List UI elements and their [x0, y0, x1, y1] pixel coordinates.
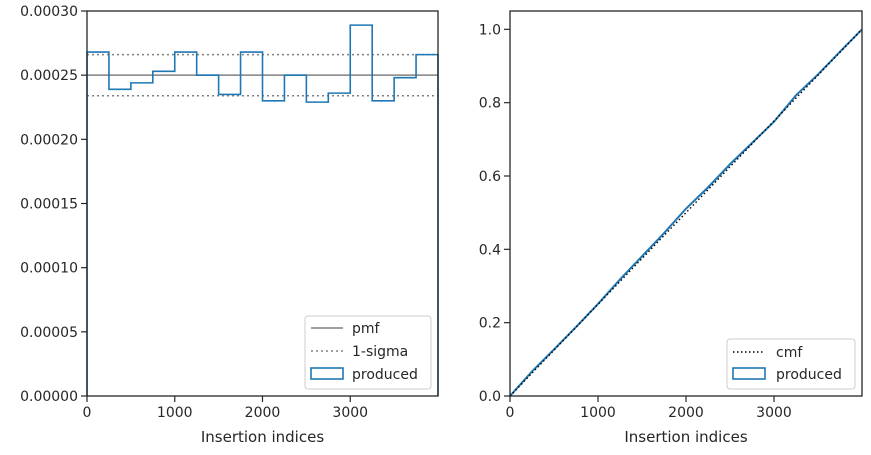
legend-produced-patch: [310, 367, 344, 380]
histogram-legend-box: [304, 315, 432, 390]
legend-1-sigma-label: 1-sigma: [352, 344, 408, 360]
cmf-line: [509, 28, 863, 397]
cumulative-x-ticks: 0 1000 2000 3000: [506, 396, 792, 421]
y-tick-label: 0.00020: [20, 132, 78, 148]
y-tick-label: 0.00010: [20, 261, 78, 277]
y-tick-label: 0.4: [479, 242, 501, 258]
cumulative-y-ticks: 0.0 0.2 0.4 0.6 0.8 1.0: [479, 22, 510, 405]
y-tick-label: 0.0: [479, 389, 501, 405]
histogram-panel: 0 1000 2000 3000 0.000000.000050.000100.000…: [20, 4, 439, 446]
y-tick-label: 0.00005: [20, 325, 78, 341]
x-tick-label: 0: [83, 405, 92, 421]
y-tick-label: 0.8: [479, 96, 501, 112]
produced-bin: [175, 52, 197, 396]
cumulative-panel: 0 1000 2000 3000 0.0 0.2 0.4 0.6 0.8 1.0 Inserti…: [479, 10, 863, 446]
produced-bin: [153, 71, 175, 396]
cumulative-axes-frame: [509, 10, 863, 397]
y-tick-label: 0.00030: [20, 4, 78, 20]
produced-bin: [284, 75, 306, 396]
x-tick-label: 3000: [756, 405, 792, 421]
produced-bin: [87, 52, 109, 396]
cumulative-plot-area: [509, 28, 863, 397]
x-tick-label: 3000: [332, 405, 368, 421]
x-tick-label: 2000: [668, 405, 704, 421]
produced-bin: [109, 89, 131, 396]
produced-histogram: [86, 24, 439, 396]
y-tick-label: 0.00015: [20, 197, 78, 213]
y-tick-label: 0.00025: [20, 68, 78, 84]
legend-pmf-label: pmf: [352, 321, 381, 337]
y-tick-label: 0.2: [479, 316, 501, 332]
histogram-x-axis-label: Insertion indices: [201, 428, 324, 446]
x-tick-label: 2000: [245, 405, 281, 421]
cumulative-legend: cmf produced: [726, 338, 856, 390]
produced-bin: [241, 52, 263, 396]
produced-bin: [131, 83, 153, 396]
y-tick-label: 1.0: [479, 22, 501, 38]
histogram-plot-area: [86, 24, 439, 396]
produced-bin: [197, 75, 219, 396]
histogram-legend: pmf 1-sigma produced: [304, 315, 432, 390]
cumulative-x-axis-label: Insertion indices: [624, 428, 747, 446]
histogram-y-ticks: 0.00000 0.00005 0.00010 0.00015 0.00020 0.000…: [20, 4, 87, 405]
y-tick-label: 0.00000: [20, 389, 78, 405]
produced-bin: [263, 101, 285, 396]
legend-produced-patch: [732, 367, 766, 380]
histogram-x-ticks: 0 1000 2000 3000: [83, 396, 368, 421]
x-tick-label: 1000: [580, 405, 616, 421]
legend-produced-label: produced: [352, 367, 418, 383]
y-tick-label: 0.6: [479, 169, 501, 185]
x-tick-label: 1000: [157, 405, 193, 421]
cumulative-legend-box: [726, 338, 856, 390]
legend-cmf-label: cmf: [776, 345, 803, 361]
produced-bin: [219, 94, 241, 396]
legend-produced-label: produced: [776, 367, 842, 383]
x-tick-label: 0: [506, 405, 515, 421]
